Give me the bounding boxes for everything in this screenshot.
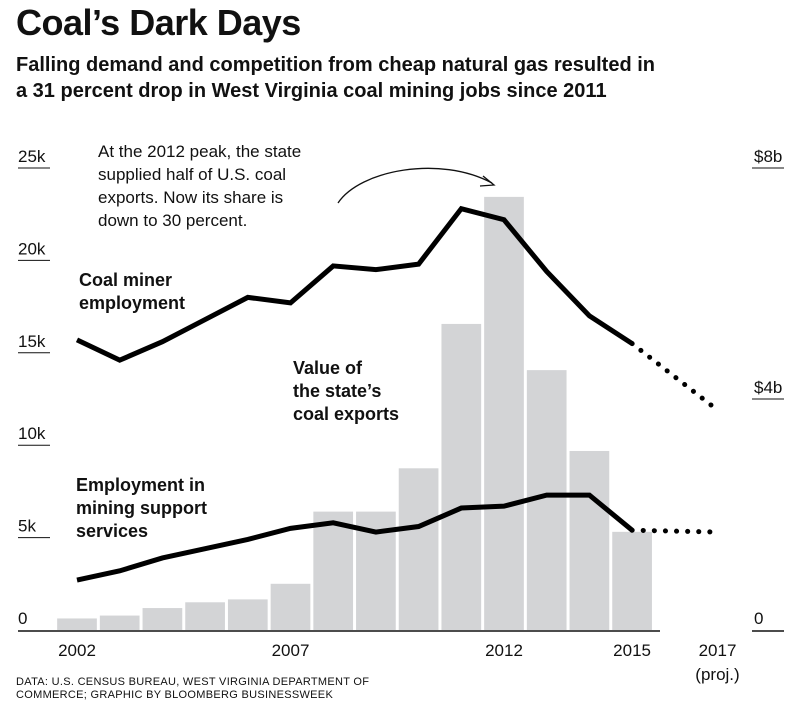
left-tick-label: 5k	[18, 517, 36, 536]
annotation-line: At the 2012 peak, the state	[98, 142, 301, 161]
export-bar-2003	[99, 615, 140, 630]
x-tick-label: 2007	[272, 641, 310, 660]
annotation-line: supplied half of U.S. coal	[98, 165, 286, 184]
annotation-line: exports. Now its share is	[98, 188, 283, 207]
series-label-coal-exports: Value of	[293, 358, 363, 378]
series-label-coal-exports: the state’s	[293, 381, 381, 401]
export-bar-2014	[569, 450, 610, 630]
export-bar-2008	[313, 511, 354, 630]
left-tick-label: 25k	[18, 147, 46, 166]
series-label-mining-support: mining support	[76, 498, 207, 518]
series-label-coal-exports: coal exports	[293, 404, 399, 424]
series-label-coal-miner: Coal miner	[79, 270, 172, 290]
left-tick-label: 20k	[18, 239, 46, 258]
employment-lines	[75, 205, 720, 583]
series-projection-1	[629, 527, 720, 535]
subtitle-line: Falling demand and competition from chea…	[16, 54, 655, 76]
source-line: COMMERCE; GRAPHIC BY BLOOMBERG BUSINESSW…	[16, 689, 334, 701]
export-bar-2007	[270, 583, 311, 630]
chart-title: Coal’s Dark Days	[16, 2, 301, 43]
annotation-line: down to 30 percent.	[98, 211, 247, 230]
x-tick-label: 2015	[613, 641, 651, 660]
tick-underlines	[18, 167, 784, 632]
chart-subtitle: Falling demand and competition from chea…	[16, 52, 786, 104]
right-tick-label: $8b	[754, 147, 782, 166]
export-bar-2010	[398, 468, 439, 630]
right-tick-label: $4b	[754, 378, 782, 397]
x-tick-sublabel: (proj.)	[695, 665, 739, 684]
export-bars	[57, 196, 652, 630]
export-bar-2012	[484, 196, 524, 630]
subtitle-line: a 31 percent drop in West Virginia coal …	[16, 80, 607, 102]
series-projection-0	[629, 341, 720, 413]
x-tick-label: 2002	[58, 641, 96, 660]
export-bar-2004	[142, 608, 183, 630]
annotation-arrowhead	[479, 175, 496, 187]
export-bar-2011	[441, 323, 482, 630]
source-note: DATA: U.S. CENSUS BUREAU, WEST VIRGINIA …	[16, 676, 516, 702]
left-tick-label: 0	[18, 609, 27, 628]
export-bar-2006	[227, 599, 268, 630]
series-line-1	[76, 492, 634, 583]
export-bar-2015	[612, 531, 652, 630]
left-tick-label: 10k	[18, 424, 46, 443]
export-bar-2002	[57, 618, 97, 630]
series-line-0	[75, 205, 634, 363]
annotation-arrow	[337, 167, 493, 204]
chart-labels: 0 5k 10k 15k 20k 25k 0 $4b $8b 2002 2007 2012 2015 20…	[18, 142, 782, 684]
x-tick-label: 2012	[485, 641, 523, 660]
right-tick-label: 0	[754, 609, 763, 628]
series-label-coal-miner: employment	[79, 293, 185, 313]
left-tick-label: 15k	[18, 332, 46, 351]
series-label-mining-support: Employment in	[76, 475, 205, 495]
x-tick-label: 2017	[699, 641, 737, 660]
source-line: DATA: U.S. CENSUS BUREAU, WEST VIRGINIA …	[16, 676, 370, 688]
series-label-mining-support: services	[76, 521, 148, 541]
export-bar-2005	[185, 602, 225, 630]
